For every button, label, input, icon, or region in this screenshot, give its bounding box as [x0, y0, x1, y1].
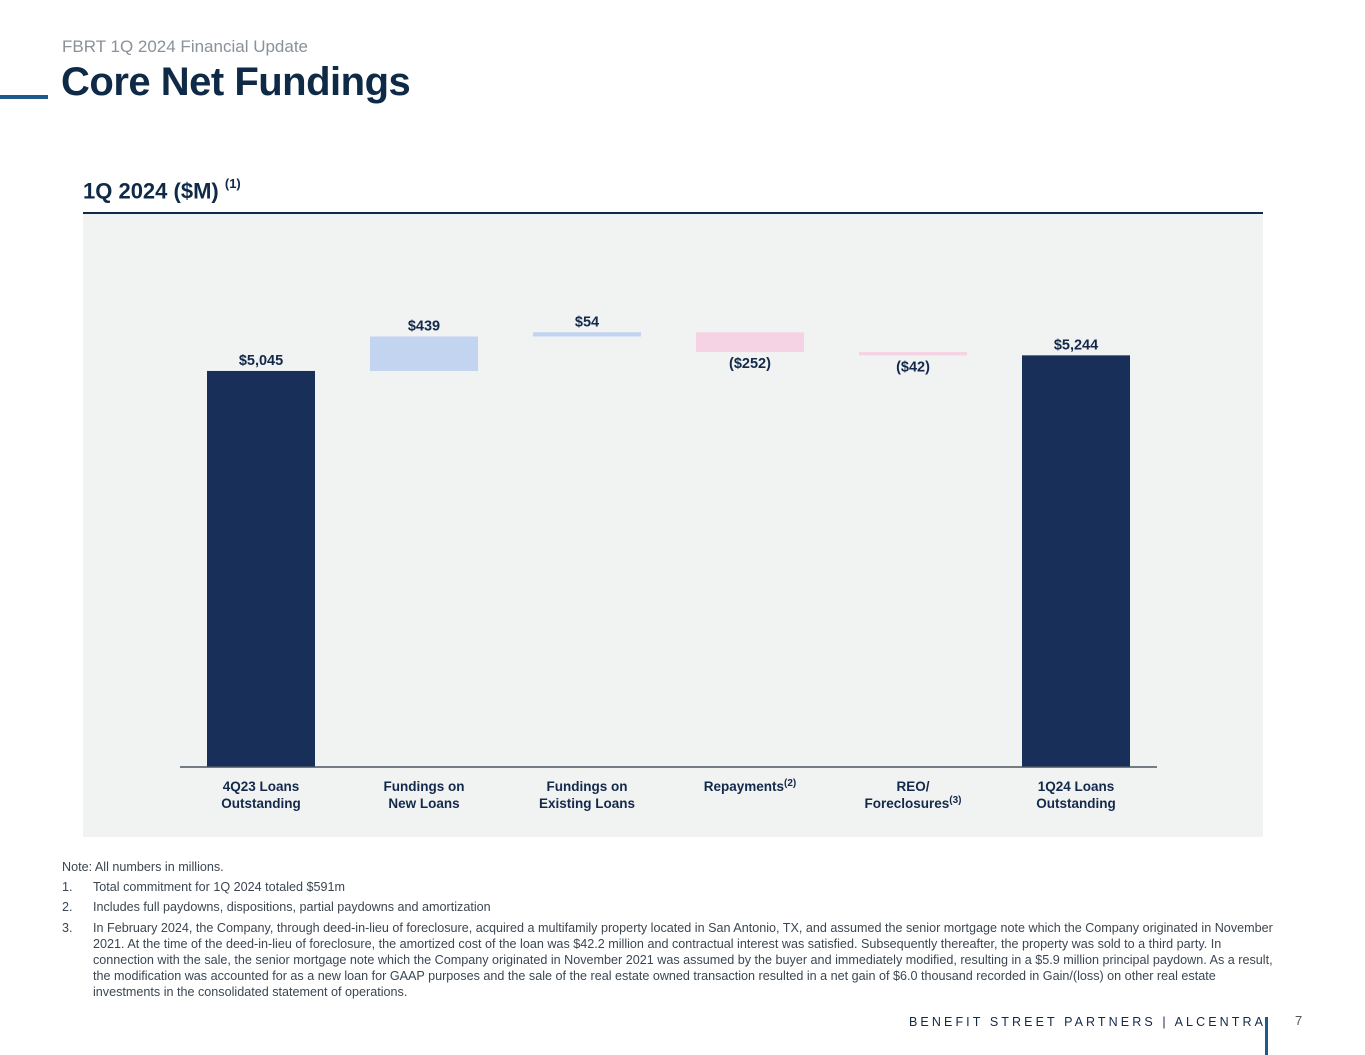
page-eyebrow: FBRT 1Q 2024 Financial Update — [62, 37, 309, 56]
footnote-2: 2. Includes full paydowns, dispositions,… — [62, 899, 1282, 915]
category-label-1q24: 1Q24 Loans — [1038, 779, 1115, 794]
data-label-existing: $54 — [575, 314, 599, 330]
bar-new — [370, 336, 478, 371]
chart-title-rule — [83, 212, 1263, 214]
category-label-1q24: Outstanding — [1036, 796, 1116, 811]
footnote-text: Total commitment for 1Q 2024 totaled $59… — [93, 880, 346, 895]
footer-brand: BENEFIT STREET PARTNERS | ALCENTRA — [909, 1015, 1267, 1029]
category-label-new: Fundings on — [384, 779, 465, 794]
category-label-repay: Repayments(2) — [704, 778, 797, 794]
chart-panel: $5,045 4Q23 Loans Outstanding $439 Fundings … — [83, 214, 1263, 837]
footnote-text: Includes full paydowns, dispositions, pa… — [93, 900, 491, 915]
footnotes: Note: All numbers in millions. 1. Total … — [62, 859, 1282, 1001]
chart-title: 1Q 2024 ($M) (1) — [83, 176, 241, 204]
bar-repay — [696, 332, 804, 353]
category-label-reo: Foreclosures(3) — [864, 795, 961, 811]
note-intro: Note: All numbers in millions. — [62, 860, 224, 874]
bar-1q24 — [1022, 355, 1130, 767]
category-label-existing: Fundings on — [547, 779, 628, 794]
data-label-reo: ($42) — [896, 359, 930, 375]
data-label-4q23: $5,045 — [239, 353, 283, 369]
page-number: 7 — [1295, 1013, 1303, 1028]
waterfall-chart: $5,045 4Q23 Loans Outstanding $439 Fundings … — [180, 314, 1157, 811]
category-label-existing: Existing Loans — [539, 796, 635, 811]
category-label-reo: REO/ — [896, 779, 929, 794]
bar-existing — [533, 332, 641, 337]
page-title: Core Net Fundings — [61, 60, 411, 104]
footnote-1: 1. Total commitment for 1Q 2024 totaled … — [62, 879, 1282, 895]
category-label-new: New Loans — [388, 796, 459, 811]
data-label-new: $439 — [408, 319, 440, 335]
title-accent-rule — [0, 95, 48, 99]
category-label-4q23: 4Q23 Loans — [223, 779, 300, 794]
footnote-text: In February 2024, the Company, through d… — [93, 920, 1273, 1000]
chart-title-footnote: (1) — [224, 176, 241, 191]
chart-title-text: 1Q 2024 ($M) — [83, 178, 219, 204]
category-footnote-repay: (2) — [784, 778, 796, 789]
footnote-number: 2. — [62, 900, 73, 915]
footnote-number: 1. — [62, 880, 73, 895]
footer-accent-bar — [1265, 1017, 1268, 1055]
footnote-number: 3. — [62, 920, 73, 935]
bar-4q23 — [207, 370, 315, 767]
bar-reo — [859, 352, 967, 356]
data-label-repay: ($252) — [729, 356, 771, 372]
category-label-4q23: Outstanding — [221, 796, 301, 811]
data-label-1q24: $5,244 — [1054, 337, 1098, 353]
footnote-3: 3. In February 2024, the Company, throug… — [62, 920, 1282, 1001]
category-footnote-reo: (3) — [949, 795, 961, 806]
